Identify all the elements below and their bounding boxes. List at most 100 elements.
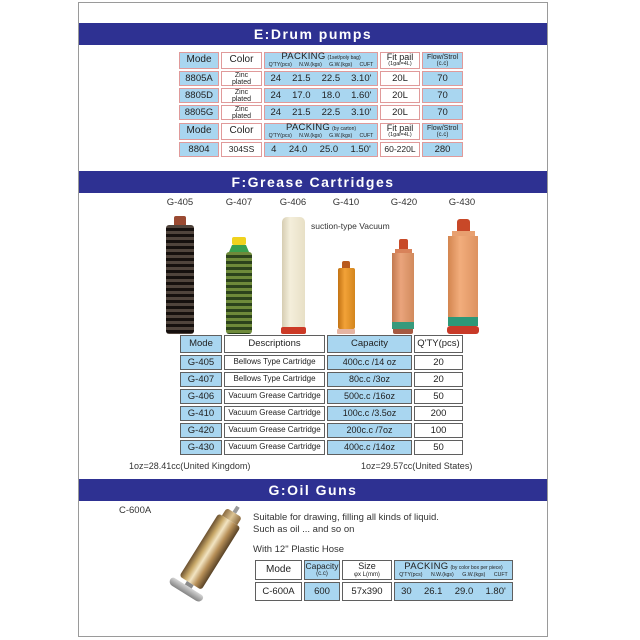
col-header-descriptions: Descriptions (224, 335, 325, 353)
cartridge-image-g405 (166, 216, 194, 334)
description-cell: Bellows Type Cartridge (224, 372, 325, 387)
col-header-size: Size φx L(mm) (342, 560, 392, 580)
capacity-cell: 100c.c /3.5oz (327, 406, 412, 421)
color-cell: Zinc plated (221, 105, 262, 120)
oz-conversion-uk: 1oz=28.41cc(United Kingdom) (129, 461, 251, 471)
cartridge-base (393, 329, 413, 334)
drum-pumps-polybag-table: Mode Color PACKING (1set/poly bag) Q'TY(p… (178, 51, 464, 121)
qty-cell: 20 (414, 372, 463, 387)
cartridge-image-g430 (447, 219, 479, 334)
col-header-fit-pail: Fit pail (1gal=4L) (380, 52, 420, 69)
cartridge-image-g420 (392, 239, 414, 334)
table-row: C-600A 600 57x390 30 26.1 29.0 1.80' (254, 581, 514, 602)
col-header-qty: Q'TY(pcs) (414, 335, 463, 353)
capacity-cell: 80c.c /3oz (327, 372, 412, 387)
col-header-capacity: Capacity (c.c) (304, 560, 340, 580)
product-label-g430: G-430 (448, 197, 476, 208)
packing-note: (1set/poly bag) (327, 55, 361, 62)
cartridge-neck (229, 245, 249, 252)
packing-sub-gw: G.W.(kgs) (329, 62, 353, 69)
cartridge-image-g410 (337, 261, 355, 334)
table-row: G-406 Vacuum Grease Cartridge 500c.c /16… (179, 388, 464, 405)
cartridge-green-ring (448, 317, 478, 326)
table-row: 8804 304SS 4 24.0 25.0 1.50' 60-220L 280 (178, 141, 464, 158)
flow-cell: 280 (422, 142, 463, 157)
table-header-row: Mode Descriptions Capacity Q'TY(pcs) (179, 334, 464, 354)
capacity-cell: 400c.c /14 oz (327, 355, 412, 370)
color-cell: 304SS (221, 142, 262, 157)
col-header-capacity: Capacity (327, 335, 412, 353)
packing-sub-nw: N.W.(kgs) (430, 571, 454, 578)
mode-cell: G-410 (180, 406, 222, 421)
oz-conversion-us: 1oz=29.57cc(United States) (361, 461, 473, 471)
mode-cell: G-407 (180, 372, 222, 387)
capacity-cell: 400c.c /14oz (327, 440, 412, 455)
cartridge-base (447, 326, 479, 334)
section-banner-oil-guns: G:Oil Guns (79, 479, 547, 501)
oil-gun-hose-note: With 12" Plastic Hose (253, 544, 345, 555)
cartridge-cap (232, 237, 246, 245)
packing-cell: 4 24.0 25.0 1.50' (264, 142, 378, 157)
cartridge-image-g407 (226, 237, 252, 334)
col-header-packing: PACKING (by color box per piece) Q'TY(pcs… (394, 560, 513, 580)
packing-sub-qty: Q'TY(pcs) (268, 62, 292, 69)
packing-sub-cuft: CUFT (493, 571, 508, 578)
col-header-color: Color (221, 123, 262, 140)
drum-pumps-carton-table: Mode Color PACKING (by carton) Q'TY(pcs) … (178, 122, 464, 158)
table-header-row: Mode Capacity (c.c) Size φx L(mm) PACKING(… (254, 559, 514, 581)
packing-sub-qty: Q'TY(pcs) (268, 133, 292, 140)
suction-type-vacuum-note: suction-type Vacuum (311, 221, 390, 231)
packing-cell: 30 26.1 29.0 1.80' (394, 582, 513, 601)
table-row: G-407 Bellows Type Cartridge 80c.c /3oz … (179, 371, 464, 388)
cartridge-cap (174, 216, 186, 225)
cartridge-body (392, 253, 414, 322)
oil-guns-table: Mode Capacity (c.c) Size φx L(mm) PACKING(… (254, 559, 514, 602)
col-header-mode: Mode (179, 52, 219, 69)
flow-cell: 70 (422, 105, 463, 120)
col-header-flow-strol: Flow/Strol (c.c) (422, 123, 463, 140)
col-header-mode: Mode (179, 123, 219, 140)
col-header-packing: PACKING (1set/poly bag) Q'TY(pcs) N.W.(kg… (264, 52, 378, 69)
qty-cell: 200 (414, 406, 463, 421)
packing-sub-nw: N.W.(kgs) (299, 133, 322, 140)
table-header-row: Mode Color PACKING (by carton) Q'TY(pcs) … (178, 122, 464, 141)
packing-sub-gw: G.W.(kgs) (462, 571, 486, 578)
grease-cartridges-table: Mode Descriptions Capacity Q'TY(pcs) G-4… (179, 334, 464, 456)
section-banner-drum-pumps: E:Drum pumps (79, 23, 547, 45)
color-cell: Zinc plated (221, 71, 262, 86)
capacity-cell: 600 (304, 582, 340, 601)
fit-pail-cell: 20L (380, 71, 420, 86)
product-label-g406: G-406 (279, 197, 307, 208)
mode-cell: 8805D (179, 88, 219, 103)
qty-cell: 50 (414, 389, 463, 404)
color-cell: Zinc plated (221, 88, 262, 103)
packing-cell: 24 21.5 22.5 3.10' (264, 71, 378, 86)
col-header-mode: Mode (180, 335, 222, 353)
packing-sub-cuft: CUFT (359, 133, 374, 140)
table-row: 8805A Zinc plated 24 21.5 22.5 3.10' 20L 70 (178, 70, 464, 87)
table-row: G-430 Vacuum Grease Cartridge 400c.c /14… (179, 439, 464, 456)
table-row: 8805D Zinc plated 24 17.0 18.0 1.60' 20L 70 (178, 87, 464, 104)
cartridge-green-ring (392, 322, 414, 329)
section-banner-grease-cartridges: F:Grease Cartridges (79, 171, 547, 193)
table-header-row: Mode Color PACKING (1set/poly bag) Q'TY(p… (178, 51, 464, 70)
packing-sub-cuft: CUFT (359, 62, 374, 69)
cartridge-body (448, 236, 478, 317)
col-header-fit-pail: Fit pail (1gal=4L) (380, 123, 420, 140)
description-cell: Vacuum Grease Cartridge (224, 406, 325, 421)
cartridge-shoulder (451, 231, 475, 236)
section-title-grease-cartridges: F:Grease Cartridges (231, 174, 395, 190)
fit-pail-cell: 20L (380, 88, 420, 103)
packing-sub-qty: Q'TY(pcs) (399, 571, 423, 578)
cartridge-bellows-body (166, 225, 194, 334)
product-label-g405: G-405 (166, 197, 194, 208)
capacity-cell: 500c.c /16oz (327, 389, 412, 404)
cartridge-cap (398, 239, 408, 249)
fit-pail-cell: 20L (380, 105, 420, 120)
col-header-mode: Mode (255, 560, 302, 580)
description-cell: Vacuum Grease Cartridge (224, 423, 325, 438)
oil-gun-body (179, 513, 241, 590)
packing-cell: 24 17.0 18.0 1.60' (264, 88, 378, 103)
mode-cell: 8805G (179, 105, 219, 120)
mode-cell: C-600A (255, 582, 302, 601)
